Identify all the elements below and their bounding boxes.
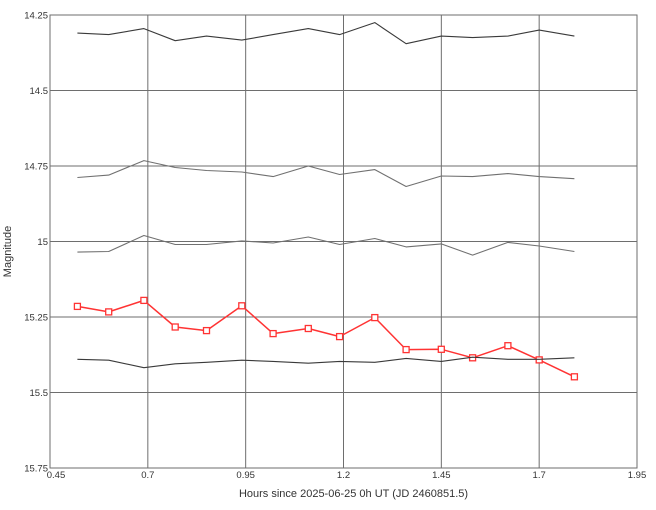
y-tick-label: 14.75	[24, 162, 48, 173]
x-tick-label: 0.95	[236, 470, 255, 481]
x-tick-label: 1.95	[628, 470, 647, 481]
data-point	[304, 324, 312, 333]
data-point	[202, 326, 211, 335]
x-axis-title: Hours since 2025-06-25 0h UT (JD 2460851…	[239, 488, 468, 500]
series-line	[77, 356, 575, 369]
data-point	[140, 296, 148, 305]
y-axis-title: Magnitude	[2, 226, 14, 277]
data-point	[171, 323, 179, 331]
x-tick-label: 1.7	[533, 470, 546, 481]
y-tick-label: 15.5	[30, 388, 49, 399]
series-line	[77, 160, 575, 188]
data-point	[105, 308, 113, 316]
x-tick-label: 0.7	[141, 470, 154, 481]
data-point	[73, 302, 82, 311]
data-point	[570, 373, 579, 381]
data-point	[402, 345, 410, 354]
data-point	[371, 313, 379, 322]
y-tick-label: 15	[37, 237, 48, 248]
x-tick-label: 0.45	[47, 470, 66, 481]
data-point	[335, 332, 344, 341]
series-2	[77, 234, 575, 256]
tick-labels: 0.45 0.7 0.95 1.2 1.45 1.7 1.95 14.25 14.5 14.75 1…	[24, 11, 646, 482]
plot-frame	[49, 14, 638, 469]
series-group	[73, 22, 579, 381]
x-tick-label: 1.2	[337, 470, 350, 481]
y-tick-label: 14.5	[30, 86, 49, 97]
series-3	[73, 296, 579, 381]
data-point	[504, 342, 512, 350]
y-tick-label: 15.25	[24, 313, 48, 324]
series-0	[77, 22, 575, 45]
x-tick-label: 1.45	[432, 470, 451, 481]
y-tick-label: 14.25	[24, 11, 48, 22]
series-1	[77, 160, 575, 188]
y-tick-label: 15.75	[24, 464, 48, 475]
data-point	[269, 329, 277, 338]
data-point	[437, 345, 445, 353]
grid	[49, 14, 638, 469]
data-point	[238, 302, 246, 310]
series-4	[77, 356, 575, 369]
data-point	[535, 356, 543, 364]
series-line	[77, 299, 575, 378]
series-line	[77, 234, 575, 256]
series-line	[77, 22, 575, 45]
